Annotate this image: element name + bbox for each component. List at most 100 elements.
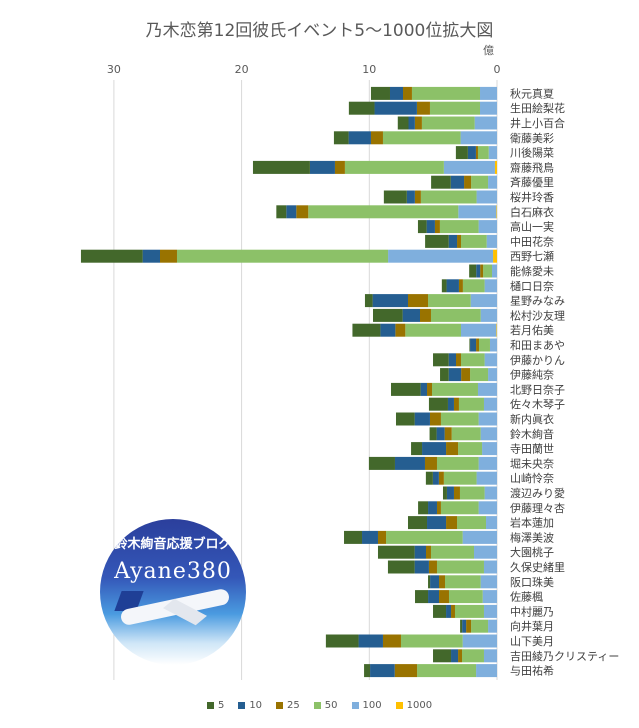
category-label: 寺田蘭世 bbox=[510, 443, 554, 456]
bar-segment-5 bbox=[428, 397, 448, 411]
bar-segment-5 bbox=[429, 427, 437, 441]
bar-segment-5 bbox=[364, 664, 371, 678]
legend-swatch bbox=[206, 702, 214, 709]
bar-segment-10 bbox=[286, 205, 297, 219]
category-label: 久保史緒里 bbox=[510, 560, 565, 574]
bar-segment-5 bbox=[383, 190, 407, 204]
bar-segment-10 bbox=[358, 634, 383, 648]
bar-segment-25 bbox=[475, 146, 478, 160]
category-label: 堀未央奈 bbox=[510, 456, 554, 470]
bar-segment-5 bbox=[395, 412, 415, 426]
bar-segment-100 bbox=[474, 545, 497, 559]
category-label: 与田祐希 bbox=[510, 664, 554, 678]
bar-segment-100 bbox=[478, 412, 497, 426]
category-label: 井上小百合 bbox=[510, 116, 565, 130]
logo-subtitle: 鈴木絢音応援ブログ bbox=[114, 537, 232, 552]
category-label: 梅澤美波 bbox=[510, 530, 554, 544]
bar-segment-5 bbox=[252, 160, 310, 174]
bar-segment-100 bbox=[484, 279, 497, 293]
bar-segment-5 bbox=[433, 353, 449, 367]
bar-segment-5 bbox=[433, 604, 447, 618]
bar-segment-5 bbox=[442, 486, 447, 500]
bar-segment-50 bbox=[471, 175, 489, 189]
bar-segment-100 bbox=[483, 397, 497, 411]
bar-segment-25 bbox=[429, 412, 441, 426]
bar-segment-50 bbox=[483, 264, 493, 278]
category-label: 西野七瀬 bbox=[510, 249, 554, 263]
bar-segment-50 bbox=[458, 397, 484, 411]
bar-segment-25 bbox=[439, 575, 446, 589]
chart-title: 乃木恋第12回彼氏イベント5〜1000位拡大図 bbox=[145, 21, 494, 41]
category-label: 和田まあや bbox=[510, 339, 565, 352]
bar-segment-10 bbox=[427, 516, 447, 530]
bar-segment-10 bbox=[402, 308, 420, 322]
bar-segment-10 bbox=[467, 146, 476, 160]
bar-segment-100 bbox=[462, 530, 497, 544]
category-label: 衛藤美彩 bbox=[510, 132, 554, 145]
bar-segment-10 bbox=[414, 545, 426, 559]
bar-segment-100 bbox=[482, 590, 497, 604]
bar-segment-50 bbox=[443, 471, 477, 485]
bar-segment-100 bbox=[488, 619, 497, 633]
bar-segment-5 bbox=[352, 323, 381, 337]
bar-segment-25 bbox=[334, 160, 345, 174]
bar-segment-50 bbox=[386, 530, 463, 544]
bar-segment-5 bbox=[418, 501, 429, 515]
bar-segment-100 bbox=[488, 175, 497, 189]
legend-label: 10 bbox=[249, 700, 263, 711]
bar-segment-10 bbox=[446, 486, 454, 500]
category-label: 秋元真夏 bbox=[510, 86, 554, 100]
bar-segment-50 bbox=[460, 234, 487, 248]
bar-segment-50 bbox=[478, 338, 490, 352]
bar-segment-10 bbox=[462, 619, 467, 633]
bar-segment-5 bbox=[377, 545, 415, 559]
legend-swatch bbox=[313, 702, 321, 709]
category-label: 大園桃子 bbox=[510, 545, 554, 559]
bar-segment-50 bbox=[430, 308, 481, 322]
bar-segment-5 bbox=[441, 279, 447, 293]
bar-segment-50 bbox=[445, 575, 481, 589]
bar-segment-50 bbox=[477, 146, 489, 160]
bar-segment-5 bbox=[387, 560, 415, 574]
bar-segment-10 bbox=[450, 175, 465, 189]
bar-segment-100 bbox=[458, 205, 497, 219]
x-tick-label: 30 bbox=[107, 63, 121, 76]
bar-segment-10 bbox=[476, 264, 481, 278]
bar-segment-10 bbox=[348, 131, 371, 145]
bar-segment-50 bbox=[462, 279, 485, 293]
bar-segment-1000 bbox=[493, 249, 497, 263]
bar-segment-25 bbox=[446, 516, 458, 530]
legend-item-1000: 1000 bbox=[395, 700, 432, 711]
bar-segment-5 bbox=[373, 308, 403, 322]
legend-item-25: 25 bbox=[276, 700, 300, 711]
bar-segment-10 bbox=[309, 160, 335, 174]
legend-swatch bbox=[276, 702, 284, 709]
bar-segment-10 bbox=[446, 604, 452, 618]
bar-segment-100 bbox=[486, 516, 497, 530]
legend-label: 5 bbox=[217, 700, 225, 711]
bar-segment-10 bbox=[448, 353, 457, 367]
bar-segment-25 bbox=[466, 619, 472, 633]
category-label: 生田絵梨花 bbox=[510, 101, 565, 115]
category-label: 岩本蓮加 bbox=[510, 516, 554, 530]
bar-segment-100 bbox=[476, 664, 497, 678]
bar-segment-100 bbox=[480, 308, 497, 322]
bar-segment-5 bbox=[80, 249, 143, 263]
logo-emblem bbox=[218, 634, 240, 660]
bar-segment-50 bbox=[462, 649, 484, 663]
bar-segment-5 bbox=[415, 590, 429, 604]
bar-segment-25 bbox=[439, 590, 449, 604]
bar-segment-5 bbox=[460, 619, 463, 633]
bar-segment-10 bbox=[142, 249, 160, 263]
bar-segment-5 bbox=[425, 471, 433, 485]
category-label: 山下美月 bbox=[510, 635, 554, 648]
bar-segment-25 bbox=[458, 649, 463, 663]
bar-segment-25 bbox=[446, 442, 459, 456]
bar-segment-10 bbox=[362, 530, 378, 544]
bar-segment-5 bbox=[364, 294, 373, 308]
bar-segment-10 bbox=[430, 575, 440, 589]
bar-segment-100 bbox=[482, 442, 497, 456]
bar-segment-1000 bbox=[496, 205, 497, 219]
bar-segment-5 bbox=[276, 205, 287, 219]
